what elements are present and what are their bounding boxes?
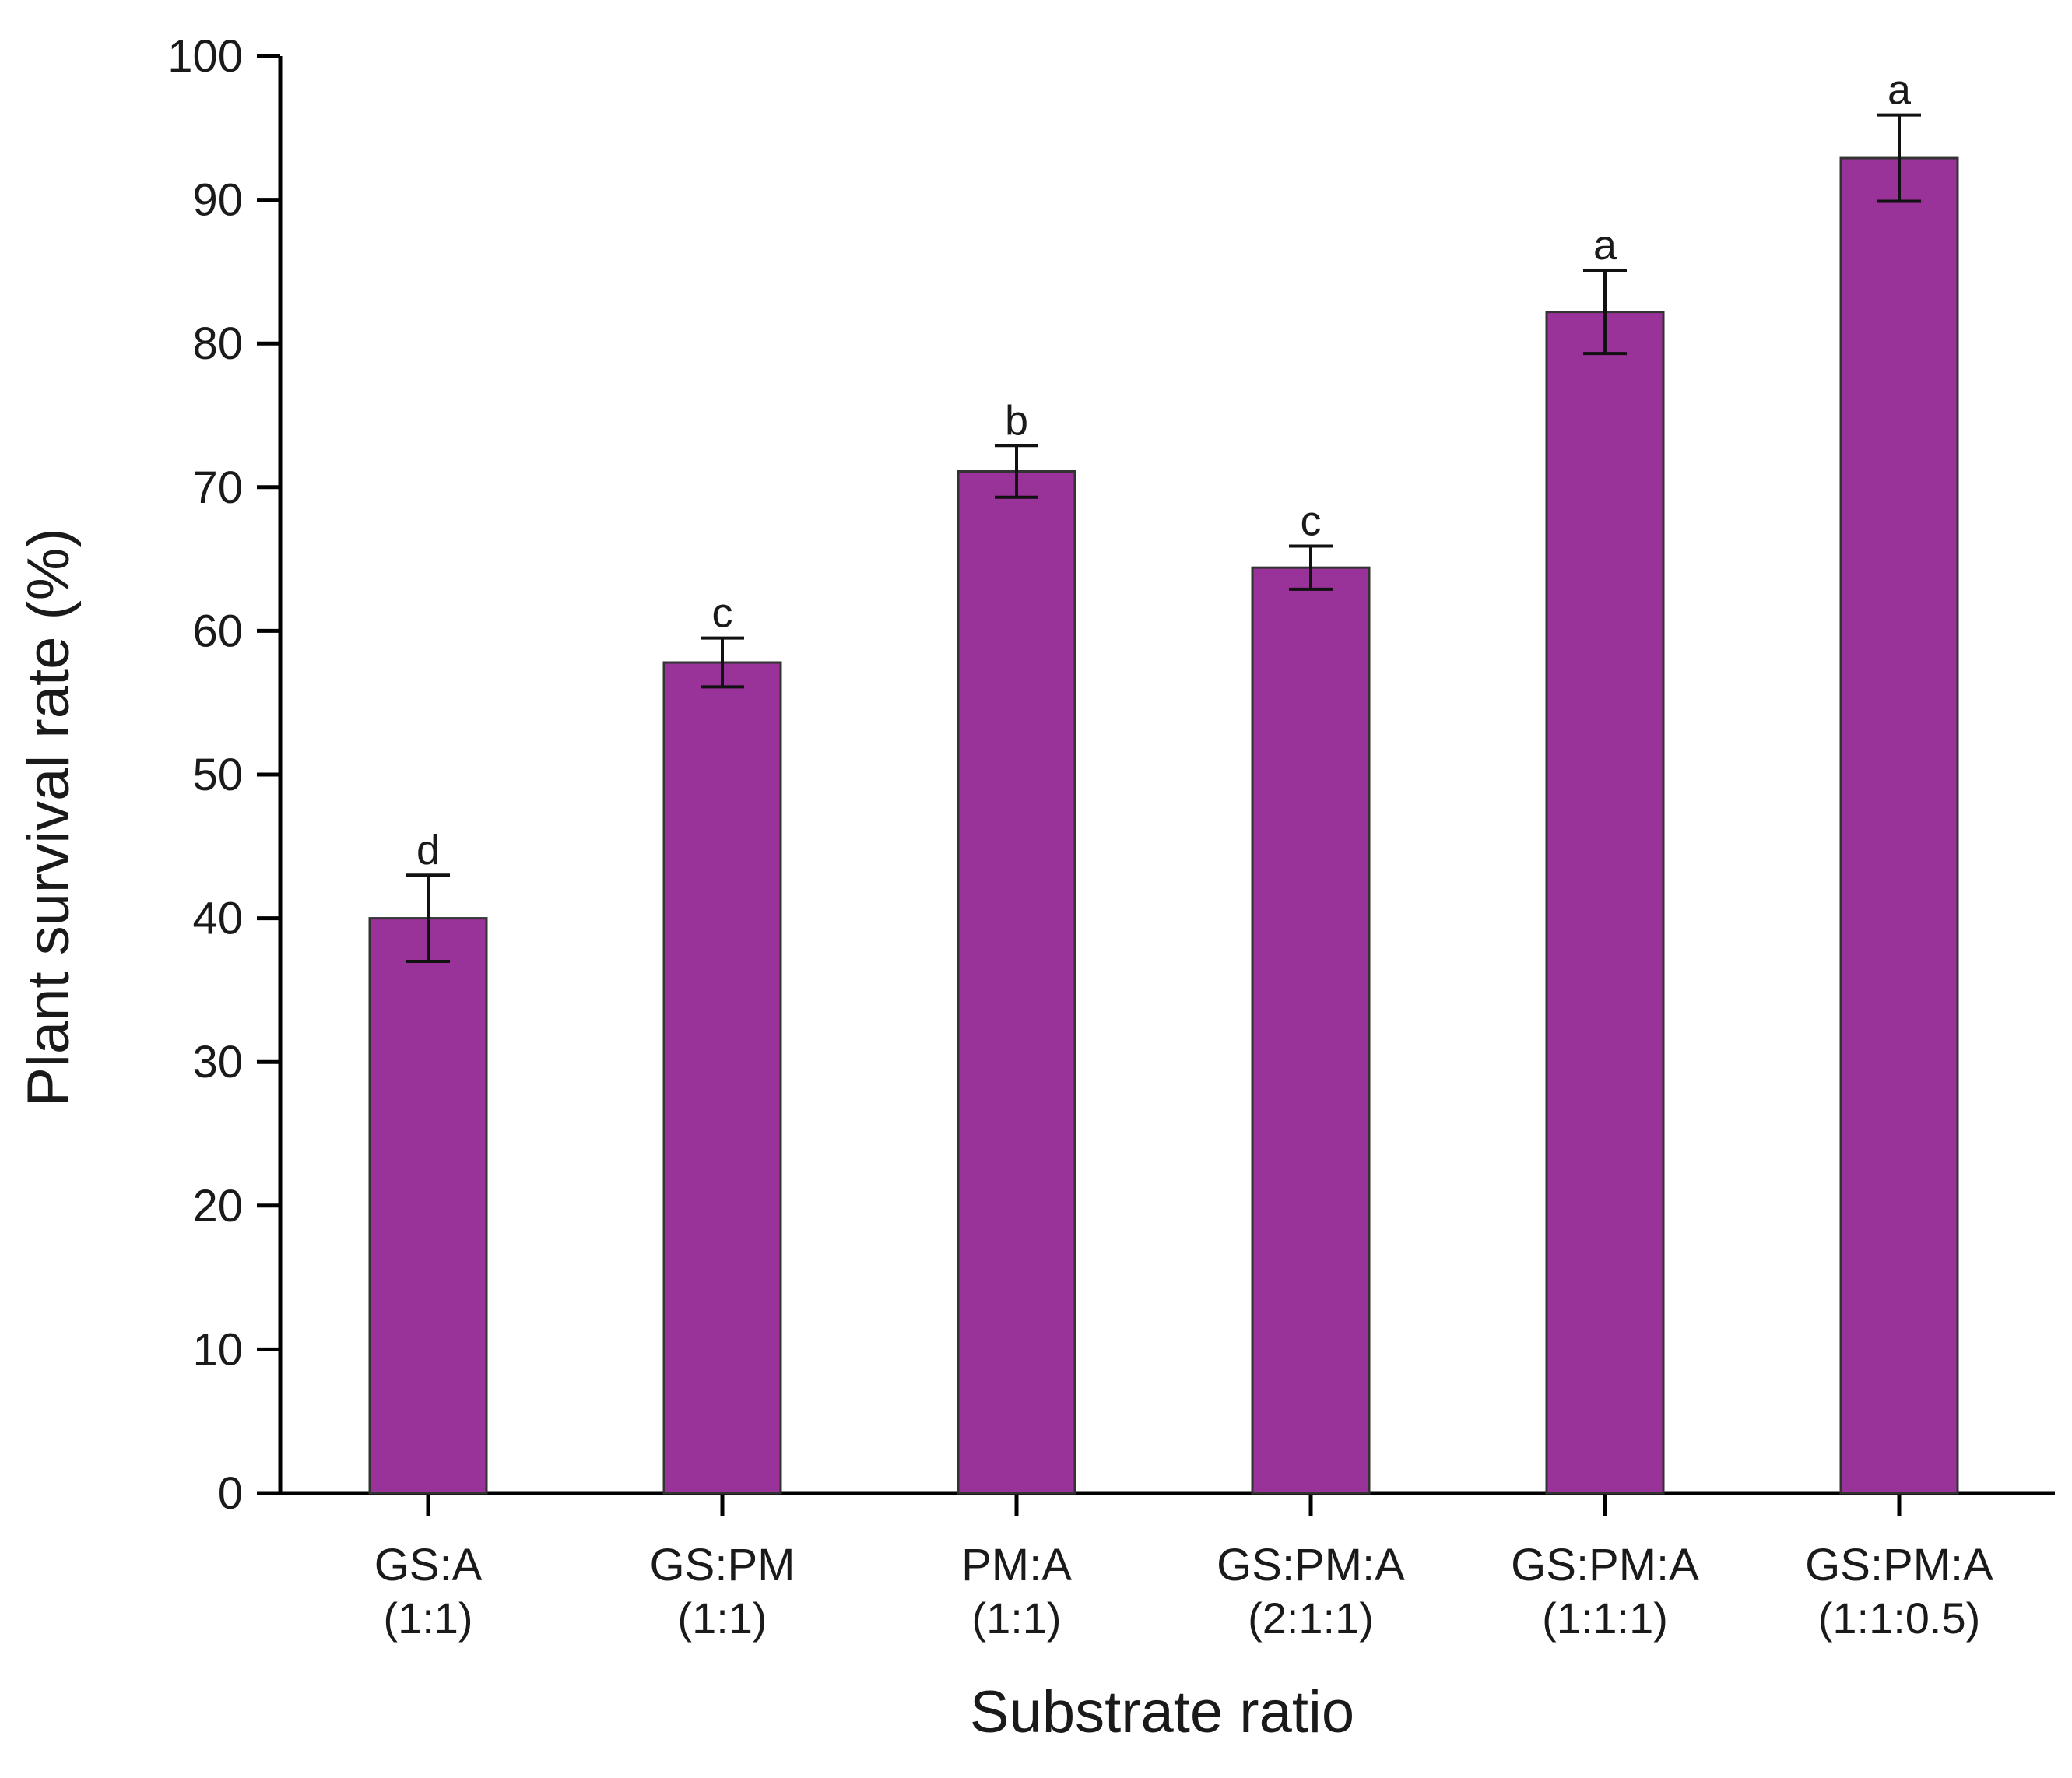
- bar: [368, 917, 488, 1495]
- x-tick-label: GS:A: [374, 1540, 483, 1590]
- error-bars: [406, 113, 1921, 963]
- y-tick-label: 30: [192, 1037, 243, 1088]
- y-tick-label: 80: [192, 318, 243, 369]
- bar: [1251, 566, 1371, 1495]
- x-tick-sublabel: (1:1): [383, 1594, 472, 1643]
- y-tick-label: 50: [192, 750, 243, 800]
- bar: [1545, 311, 1665, 1495]
- x-tick-label: GS:PM: [650, 1540, 795, 1590]
- significance-label: b: [1005, 397, 1028, 444]
- y-tick-label: 60: [192, 606, 243, 656]
- x-tick-sublabel: (1:1:1): [1542, 1594, 1668, 1643]
- y-tick-label: 100: [167, 31, 243, 82]
- x-tick-sublabel: (1:1:0.5): [1818, 1594, 1981, 1643]
- bar: [662, 661, 782, 1495]
- x-tick-label: GS:PM:A: [1511, 1540, 1699, 1590]
- y-axis-title: Plant survival rate (%): [16, 528, 82, 1106]
- bars: [368, 156, 1959, 1495]
- x-axis: GS:A(1:1)GS:PM(1:1)PM:A(1:1)GS:PM:A(2:1:…: [280, 1491, 2055, 1643]
- significance-label: a: [1888, 67, 1912, 114]
- bar: [957, 469, 1076, 1495]
- significance-label: a: [1593, 222, 1617, 269]
- significance-label: d: [416, 827, 440, 873]
- x-tick-sublabel: (1:1): [971, 1594, 1061, 1643]
- significance-labels: d c b c a a: [416, 67, 1912, 874]
- y-tick-label: 20: [192, 1181, 243, 1232]
- y-tick-label: 70: [192, 462, 243, 513]
- x-tick-label: GS:PM:A: [1217, 1540, 1405, 1590]
- y-tick-label: 10: [192, 1324, 243, 1375]
- y-tick-label: 90: [192, 175, 243, 226]
- significance-label: c: [1301, 497, 1322, 544]
- significance-label: c: [712, 590, 733, 637]
- x-tick-label: PM:A: [961, 1540, 1072, 1590]
- x-tick-sublabel: (1:1): [677, 1594, 767, 1643]
- x-tick-label: GS:PM:A: [1805, 1540, 1993, 1590]
- x-tick-sublabel: (2:1:1): [1248, 1594, 1374, 1643]
- x-axis-title: Substrate ratio: [970, 1679, 1354, 1745]
- y-tick-label: 0: [218, 1468, 243, 1519]
- y-axis: 0 10 20 30 40 50 60 70 80 90 100: [167, 31, 283, 1519]
- bar: [1839, 156, 1959, 1495]
- y-tick-label: 40: [192, 894, 243, 944]
